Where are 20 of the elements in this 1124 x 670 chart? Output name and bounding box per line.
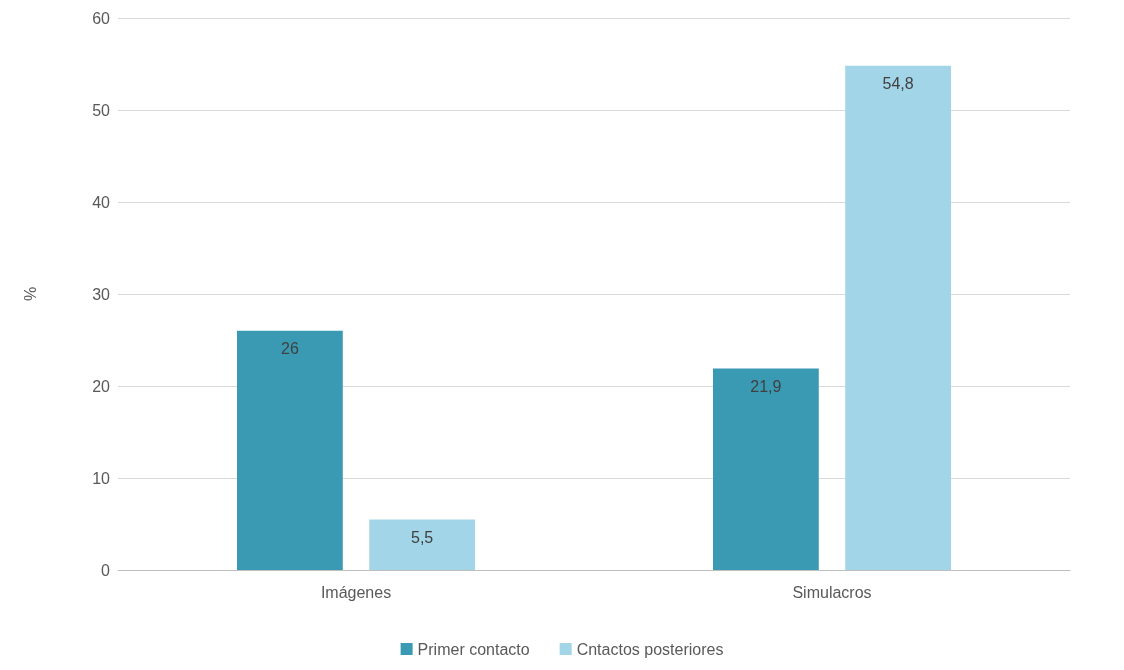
x-tick-label: Simulacros [792,583,872,601]
y-tick-label: 20 [92,377,111,395]
data-label: 54,8 [882,75,914,93]
y-tick-label: 40 [92,193,111,211]
legend-label: Cntactos posteriores [576,640,724,658]
y-tick-label: 60 [92,9,111,27]
y-tick-label: 30 [92,285,111,303]
y-tick-label: 0 [101,561,111,579]
bar [237,330,343,570]
bar [369,519,475,570]
x-tick-label: Imágenes [320,583,392,601]
y-tick-label: 50 [92,101,111,119]
data-label: 21,9 [750,378,782,396]
bar [713,368,819,570]
y-tick-label: 10 [92,469,111,487]
bar [845,65,951,570]
legend-label: Primer contacto [417,640,530,658]
data-label: 5,5 [410,528,434,546]
y-axis-title: % [21,286,39,302]
data-label: 26 [280,340,299,358]
